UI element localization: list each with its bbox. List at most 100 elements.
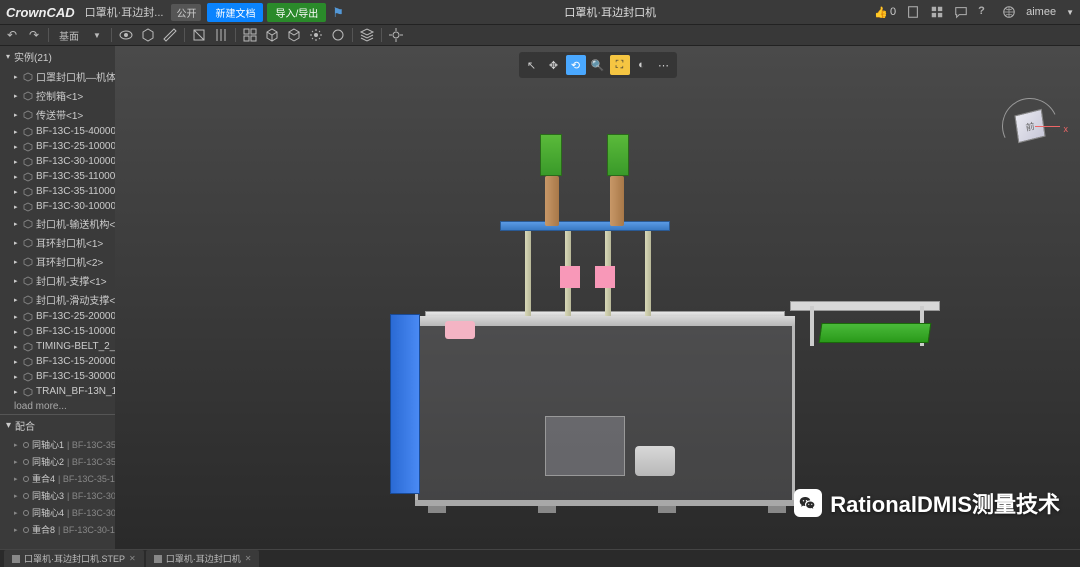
mate-icon xyxy=(23,476,29,482)
mate-item[interactable]: ▸重合8 | BF-13C-30-1... xyxy=(0,521,115,538)
scene-dropdown[interactable]: 基面 xyxy=(55,28,83,43)
tree-item[interactable]: ▸封口机-输送机构<1> xyxy=(0,214,115,233)
mate-ref: | BF-13C-30... xyxy=(67,491,115,501)
bottom-tab[interactable]: 口罩机·耳边封口机 ✕ xyxy=(146,550,260,567)
expand-icon: ▸ xyxy=(14,158,20,166)
wireframe-icon[interactable] xyxy=(140,27,156,43)
tree-item[interactable]: ▸TRAIN_BF-13N_162_1 xyxy=(0,384,115,399)
layers-icon[interactable] xyxy=(359,27,375,43)
tree-item[interactable]: ▸BF-13C-25-20000_AS xyxy=(0,309,115,324)
import-export-button[interactable]: 导入/导出 xyxy=(267,3,326,22)
model-mask-piece xyxy=(560,266,580,288)
vt-pan-icon[interactable]: ✥ xyxy=(544,55,564,75)
tree-header[interactable]: ▾ 实例(21) xyxy=(0,46,115,67)
cube-icon[interactable] xyxy=(264,27,280,43)
vt-rotate-icon[interactable]: ⟲ xyxy=(566,55,586,75)
iso-icon[interactable] xyxy=(286,27,302,43)
vt-cursor-icon[interactable]: ↖ xyxy=(522,55,542,75)
vt-more-icon[interactable]: ⋯ xyxy=(654,55,674,75)
render-icon[interactable] xyxy=(330,27,346,43)
explode-icon[interactable] xyxy=(308,27,324,43)
settings-icon[interactable] xyxy=(388,27,404,43)
like-button[interactable]: 👍 0 xyxy=(874,6,896,19)
tree-item-label: BF-13C-35-11000_AS xyxy=(36,186,115,197)
mate-item[interactable]: ▸同轴心3 | BF-13C-30... xyxy=(0,487,115,504)
close-tab-icon[interactable]: ✕ xyxy=(129,554,136,563)
tree-item[interactable]: ▸控制箱<1> xyxy=(0,86,115,105)
model-frame xyxy=(415,316,795,506)
expand-icon: ▸ xyxy=(14,220,20,228)
tree-item[interactable]: ▸BF-13C-35-11000_AS xyxy=(0,169,115,184)
tree-item[interactable]: ▸BF-13C-30-10000_AS xyxy=(0,154,115,169)
tree-item[interactable]: ▸耳环封口机<1> xyxy=(0,233,115,252)
mates-list: ▸同轴心1 | BF-13C-35...▸同轴心2 | BF-13C-35...… xyxy=(0,436,115,538)
tree-item[interactable]: ▸BF-13C-25-10000_AS xyxy=(0,139,115,154)
vt-shade-icon[interactable]: ◐ xyxy=(632,55,652,75)
part-icon xyxy=(23,187,33,197)
mate-item[interactable]: ▸同轴心1 | BF-13C-35... xyxy=(0,436,115,453)
tree-item[interactable]: ▸BF-13C-15-30000_AS xyxy=(0,369,115,384)
file-icon xyxy=(12,555,20,563)
chat-icon[interactable] xyxy=(954,5,968,19)
view-icon[interactable] xyxy=(118,27,134,43)
close-tab-icon[interactable]: ✕ xyxy=(245,554,252,563)
tree-item[interactable]: ▸封口机-滑动支撑<3> xyxy=(0,290,115,309)
part-icon xyxy=(23,257,33,267)
tree-item[interactable]: ▸BF-13C-15-40000_AS xyxy=(0,124,115,139)
username[interactable]: aimee xyxy=(1026,6,1056,18)
tree-header-label: 实例(21) xyxy=(14,49,52,64)
tree-item-label: BF-13C-35-11000_AS xyxy=(36,171,115,182)
mate-ref: | BF-13C-35... xyxy=(67,440,115,450)
mate-item[interactable]: ▸同轴心2 | BF-13C-35... xyxy=(0,453,115,470)
help-icon[interactable]: ? xyxy=(978,5,992,19)
tree-item[interactable]: ▸耳环封口机<2> xyxy=(0,252,115,271)
section-icon[interactable] xyxy=(191,27,207,43)
separator xyxy=(235,28,236,42)
view-cube[interactable]: 前 x xyxy=(1000,96,1060,156)
align-icon[interactable] xyxy=(213,27,229,43)
wechat-icon xyxy=(794,489,822,517)
document-name[interactable]: 口罩机·耳边封... xyxy=(85,4,164,20)
tree-item-label: BF-13C-15-40000_AS xyxy=(36,126,115,137)
tree-item[interactable]: ▸封口机-支撑<1> xyxy=(0,271,115,290)
grid4-icon[interactable] xyxy=(242,27,258,43)
part-icon xyxy=(23,327,33,337)
tree-item[interactable]: ▸传送带<1> xyxy=(0,105,115,124)
vt-fit-icon[interactable]: ⛶ xyxy=(610,55,630,75)
expand-icon: ▸ xyxy=(14,475,20,483)
tree-item[interactable]: ▸BF-13C-35-11000_AS xyxy=(0,184,115,199)
separator xyxy=(48,28,49,42)
redo-icon[interactable]: ↷ xyxy=(26,27,42,43)
separator xyxy=(111,28,112,42)
mate-item[interactable]: ▸同轴心4 | BF-13C-30... xyxy=(0,504,115,521)
load-more-button[interactable]: load more... xyxy=(0,399,115,414)
vt-zoom-icon[interactable]: 🔍 xyxy=(588,55,608,75)
tree-item[interactable]: ▸BF-13C-15-10000_AS xyxy=(0,324,115,339)
tree-item[interactable]: ▸BF-13C-15-20000_AS xyxy=(0,354,115,369)
user-dropdown-icon[interactable]: ▼ xyxy=(1066,8,1074,17)
tree-item-label: BF-13C-25-10000_AS xyxy=(36,141,115,152)
viewport-3d[interactable]: ↖ ✥ ⟲ 🔍 ⛶ ◐ ⋯ 前 x xyxy=(115,46,1080,549)
viewport-toolbar: ↖ ✥ ⟲ 🔍 ⛶ ◐ ⋯ xyxy=(519,52,677,78)
tree-item[interactable]: ▸TIMING-BELT_2_26_1 xyxy=(0,339,115,354)
chevron-down-icon[interactable]: ▼ xyxy=(89,27,105,43)
grid-icon[interactable] xyxy=(930,5,944,19)
mates-header[interactable]: ▾ 配合 xyxy=(0,414,115,436)
tree-item-label: BF-13C-25-20000_AS xyxy=(36,311,115,322)
model-render xyxy=(345,136,965,526)
undo-icon[interactable]: ↶ xyxy=(4,27,20,43)
expand-icon: ▸ xyxy=(14,258,20,266)
tree-item[interactable]: ▸口罩封口机—机体<1> xyxy=(0,67,115,86)
expand-icon: ▸ xyxy=(14,458,20,466)
tree-item-label: BF-13C-15-20000_AS xyxy=(36,356,115,367)
tree-item[interactable]: ▸BF-13C-30-10000_AS xyxy=(0,199,115,214)
new-document-button[interactable]: 新建文档 xyxy=(207,3,263,22)
expand-icon: ▸ xyxy=(14,73,20,81)
globe-icon[interactable] xyxy=(1002,5,1016,19)
flag-icon[interactable]: ⚑ xyxy=(332,5,346,19)
expand-icon: ▸ xyxy=(14,203,20,211)
mate-item[interactable]: ▸重合4 | BF-13C-35-1... xyxy=(0,470,115,487)
bottom-tab[interactable]: 口罩机·耳边封口机.STEP ✕ xyxy=(4,550,144,567)
document-icon[interactable] xyxy=(906,5,920,19)
measure-icon[interactable] xyxy=(162,27,178,43)
